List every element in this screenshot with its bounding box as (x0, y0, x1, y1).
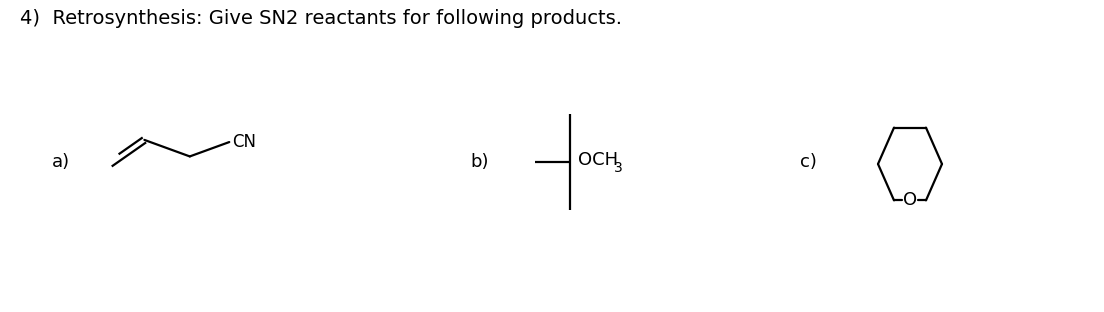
Text: 3: 3 (614, 161, 623, 175)
Text: a): a) (52, 153, 71, 171)
Text: 4)  Retrosynthesis: Give SN2 reactants for following products.: 4) Retrosynthesis: Give SN2 reactants fo… (20, 9, 622, 28)
Text: b): b) (470, 153, 488, 171)
Text: CN: CN (232, 133, 256, 151)
Text: O: O (903, 191, 917, 209)
Text: c): c) (800, 153, 817, 171)
Text: OCH: OCH (578, 151, 618, 169)
